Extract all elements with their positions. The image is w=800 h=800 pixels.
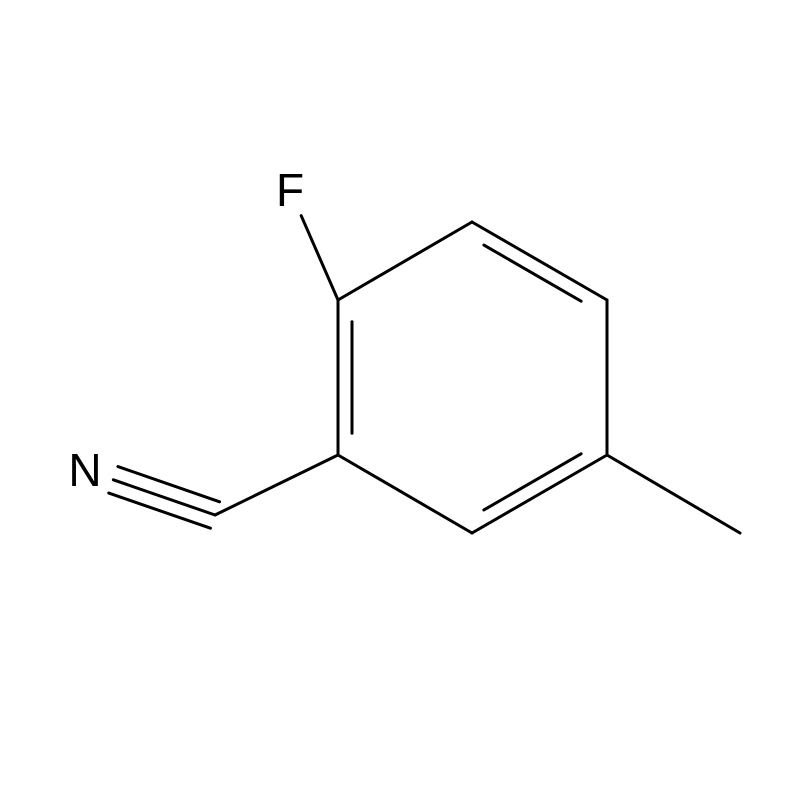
bond	[215, 455, 338, 515]
bond	[484, 245, 581, 301]
bond	[118, 467, 220, 502]
bond	[338, 222, 472, 300]
bond	[338, 455, 472, 533]
atom-label-f: F	[276, 164, 304, 216]
bond	[109, 493, 211, 528]
bond	[113, 480, 215, 515]
bond	[484, 454, 581, 510]
bond	[301, 216, 338, 300]
atom-label-n: N	[68, 444, 101, 496]
bond	[472, 455, 607, 533]
bond	[472, 222, 607, 300]
bond	[607, 455, 740, 533]
molecule-diagram: FN	[0, 0, 800, 800]
